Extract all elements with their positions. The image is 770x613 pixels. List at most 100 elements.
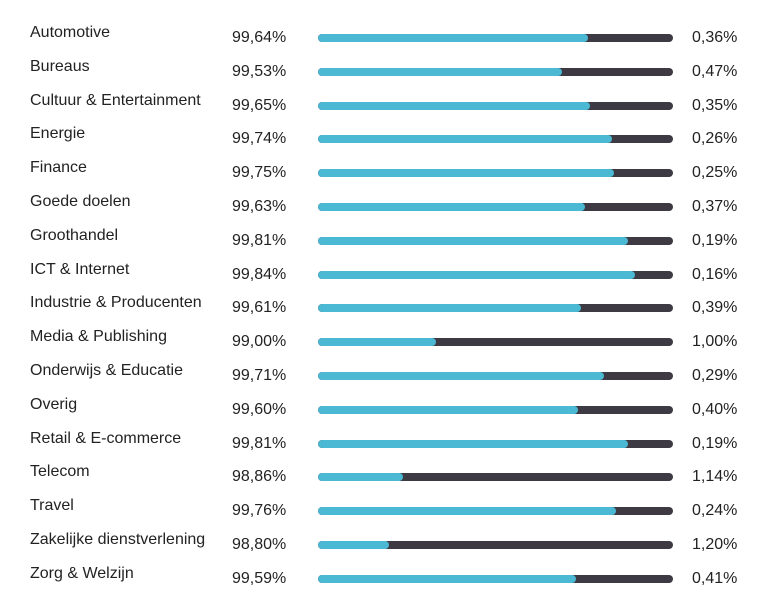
bar-track: [318, 507, 673, 516]
bar-track: [318, 169, 673, 178]
failure-percent-label: 0,37%: [692, 198, 738, 215]
bar-fill: [318, 34, 588, 42]
bar-fill: [318, 67, 562, 76]
success-percent-label: 99,00%: [232, 333, 287, 351]
bar-fill: [318, 169, 614, 178]
bar-track: [318, 67, 673, 76]
failure-percent-label: 0,24%: [692, 502, 738, 520]
bar-fill: [318, 372, 605, 380]
bar-fill: [318, 135, 612, 144]
category-label: Onderwijs & Educatie: [30, 362, 183, 379]
failure-percent-label: 0,16%: [692, 265, 738, 283]
category-label: Automotive: [30, 24, 111, 41]
failure-percent-label: 0,41%: [692, 569, 738, 587]
chart-row: Industrie & Producenten 99,61% 0,39%: [0, 293, 770, 327]
chart-row: Bureaus 99,53% 0,47%: [0, 57, 770, 91]
failure-percent-label: 0,26%: [692, 130, 738, 148]
failure-percent-label: 1,20%: [692, 536, 738, 553]
category-label: Telecom: [30, 463, 90, 481]
category-label: Bureaus: [30, 57, 90, 75]
chart-row: Automotive 99,64% 0,36%: [0, 23, 770, 57]
success-percent-label: 99,61%: [232, 299, 287, 317]
chart-row: Media & Publishing 99,00% 1,00%: [0, 327, 770, 361]
failure-percent-label: 0,36%: [692, 29, 738, 46]
chart-row: Travel 99,76% 0,24%: [0, 496, 770, 530]
bar-track: [318, 304, 673, 313]
bar-fill: [318, 338, 437, 347]
success-percent-label: 99,81%: [232, 434, 287, 452]
chart-row: Zakelijke dienstverlening 98,80% 1,20%: [0, 530, 770, 564]
success-percent-label: 99,65%: [232, 96, 287, 114]
chart-row: Finance 99,75% 0,25%: [0, 158, 770, 192]
success-percent-label: 98,86%: [232, 468, 287, 486]
bar-track: [318, 439, 673, 448]
bar-fill: [318, 473, 404, 482]
bar-track: [318, 541, 673, 549]
bar-track: [318, 405, 673, 414]
bar-track: [318, 270, 673, 279]
bar-track: [318, 473, 673, 482]
category-label: Cultuur & Entertainment: [30, 91, 201, 109]
success-percent-label: 99,81%: [232, 231, 287, 249]
bar-fill: [318, 304, 581, 313]
bar-track: [318, 574, 673, 583]
success-percent-label: 99,75%: [232, 164, 287, 182]
category-label: Media & Publishing: [30, 328, 167, 346]
chart-row: Zorg & Welzijn 99,59% 0,41%: [0, 564, 770, 598]
bar-track: [318, 372, 673, 380]
bar-fill: [318, 405, 579, 414]
failure-percent-label: 0,47%: [692, 62, 738, 80]
chart-row: Cultuur & Entertainment 99,65% 0,35%: [0, 91, 770, 125]
failure-percent-label: 0,39%: [692, 299, 738, 317]
category-label: Travel: [30, 497, 74, 515]
failure-percent-label: 1,00%: [692, 333, 738, 351]
success-percent-label: 99,64%: [232, 29, 287, 46]
chart-row: Groothandel 99,81% 0,19%: [0, 226, 770, 260]
category-label: ICT & Internet: [30, 260, 130, 278]
failure-percent-label: 1,14%: [692, 468, 738, 486]
category-label: Energie: [30, 125, 86, 143]
bar-fill: [318, 203, 586, 211]
success-percent-label: 99,71%: [232, 367, 287, 384]
bar-track: [318, 34, 673, 42]
success-percent-label: 98,80%: [232, 536, 287, 553]
success-percent-label: 99,63%: [232, 198, 287, 215]
failure-percent-label: 0,19%: [692, 231, 738, 249]
failure-percent-label: 0,35%: [692, 96, 738, 114]
chart-row: Onderwijs & Educatie 99,71% 0,29%: [0, 361, 770, 395]
failure-percent-label: 0,40%: [692, 400, 738, 418]
chart-row: Energie 99,74% 0,26%: [0, 124, 770, 158]
bar-fill: [318, 101, 591, 110]
bar-fill: [318, 236, 628, 245]
success-percent-label: 99,84%: [232, 265, 287, 283]
category-label: Overig: [30, 395, 78, 413]
success-percent-label: 99,60%: [232, 400, 287, 418]
bar-track: [318, 236, 673, 245]
bar-track: [318, 338, 673, 347]
success-percent-label: 99,53%: [232, 62, 287, 80]
chart-row: Retail & E-commerce 99,81% 0,19%: [0, 429, 770, 463]
success-percent-label: 99,76%: [232, 502, 287, 520]
category-label: Retail & E-commerce: [30, 429, 182, 447]
bar-fill: [318, 439, 628, 448]
category-label: Goede doelen: [30, 193, 131, 210]
category-label: Zakelijke dienstverlening: [30, 531, 206, 548]
category-label: Zorg & Welzijn: [30, 564, 134, 582]
failure-percent-label: 0,29%: [692, 367, 738, 384]
success-percent-label: 99,74%: [232, 130, 287, 148]
success-percent-label: 99,59%: [232, 569, 287, 587]
bar-track: [318, 203, 673, 211]
bar-fill: [318, 541, 389, 549]
bar-track: [318, 101, 673, 110]
bar-track: [318, 135, 673, 144]
failure-percent-label: 0,19%: [692, 434, 738, 452]
chart-row: Overig 99,60% 0,40%: [0, 395, 770, 429]
failure-percent-label: 0,25%: [692, 164, 738, 182]
bar-fill: [318, 507, 617, 516]
category-label: Industrie & Producenten: [30, 294, 202, 312]
chart-row: ICT & Internet 99,84% 0,16%: [0, 260, 770, 294]
category-label: Finance: [30, 159, 87, 177]
bar-fill: [318, 270, 636, 279]
category-label: Groothandel: [30, 226, 119, 244]
